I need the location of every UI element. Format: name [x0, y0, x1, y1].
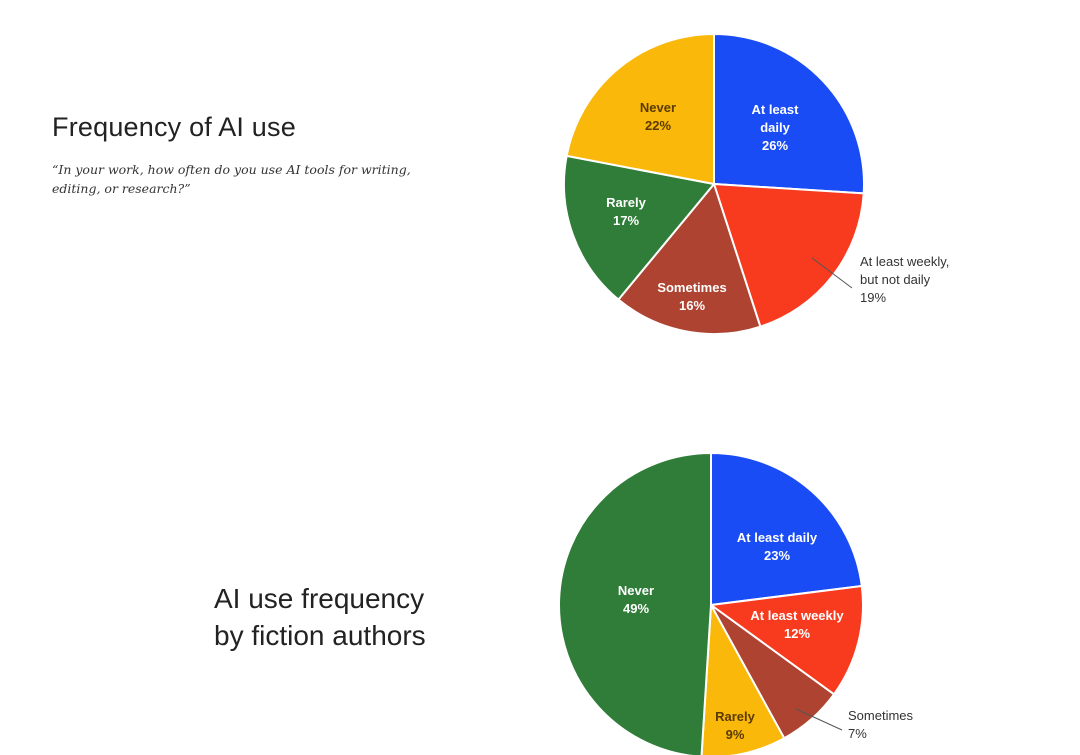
data-label-rarely-line-1: Rarely — [715, 709, 756, 724]
data-label-at-least-daily: At least daily 23% — [737, 530, 818, 563]
data-label-at-least-daily: At least daily 26% — [752, 102, 800, 153]
data-label-sometimes-line-1: Sometimes — [657, 280, 726, 295]
pie-slice-sometimes — [616, 181, 762, 335]
data-label-at-least-weekly-line-1: At least weekly — [750, 608, 844, 623]
data-label-at-least-daily-line-1: At least daily — [737, 530, 818, 545]
chart-2-title-line-1: AI use frequency — [214, 583, 425, 614]
data-label-at-least-daily-line-1: At least — [752, 102, 800, 117]
pie-chart-fiction-authors: At least daily 23% At least weekly 12% Somet… — [558, 451, 914, 755]
data-label-never-line-2: 22% — [645, 118, 671, 133]
pie-slice-rarely — [700, 601, 786, 755]
data-label-at-least-daily-line-2: 23% — [764, 548, 790, 563]
pie-slice-never — [558, 451, 712, 755]
data-label-sometimes-line-1: Sometimes — [848, 708, 914, 723]
data-label-rarely-line-2: 17% — [613, 213, 639, 228]
pie-slice-at-least-daily — [713, 32, 865, 195]
data-label-sometimes-line-2: 16% — [679, 298, 705, 313]
data-label-at-least-weekly-but-not-daily-line-3: 19% — [860, 290, 886, 305]
pie-slice-rarely — [563, 154, 716, 301]
data-label-rarely-line-1: Rarely — [606, 195, 647, 210]
pie-slice-at-least-weekly — [708, 584, 864, 696]
data-label-at-least-weekly-but-not-daily: At least weekly, but not daily 19% — [860, 254, 949, 305]
pie-slice-never — [565, 32, 715, 186]
data-label-rarely: Rarely 17% — [606, 195, 647, 228]
data-label-at-least-weekly-line-2: 12% — [784, 626, 810, 641]
data-label-sometimes: Sometimes 7% — [848, 708, 914, 741]
chart-1-subtitle: “In your work, how often do you use AI t… — [52, 162, 411, 196]
data-label-never-line-2: 49% — [623, 601, 649, 616]
leader-line-sometimes — [795, 708, 843, 731]
data-label-sometimes-line-2: 7% — [848, 726, 867, 741]
leader-line-at-least-weekly-but-not-daily — [811, 257, 853, 289]
data-label-rarely-line-2: 9% — [726, 727, 745, 742]
data-label-at-least-weekly-but-not-daily-line-1: At least weekly, — [860, 254, 949, 269]
data-label-at-least-weekly-but-not-daily-line-2: but not daily — [860, 272, 931, 287]
data-label-rarely: Rarely 9% — [715, 709, 756, 742]
data-label-sometimes: Sometimes 16% — [657, 280, 726, 313]
data-label-never: Never 49% — [618, 583, 654, 616]
data-label-never-line-1: Never — [640, 100, 676, 115]
chart-1-title: Frequency of AI use — [52, 112, 296, 142]
data-label-at-least-daily-line-2: daily — [760, 120, 790, 135]
pie-chart-frequency-of-ai-use: At least daily 26% At least weekly, but not … — [563, 32, 949, 335]
data-label-at-least-weekly: At least weekly 12% — [750, 608, 844, 641]
data-label-never: Never 22% — [640, 100, 676, 133]
pie-slice-at-least-daily — [710, 451, 863, 607]
data-label-never-line-1: Never — [618, 583, 654, 598]
chart-2-title: AI use frequency by fiction authors — [214, 580, 426, 654]
pie-slice-at-least-weekly-but-not-daily — [712, 182, 865, 328]
data-label-at-least-daily-line-3: 26% — [762, 138, 788, 153]
chart-2-title-line-2: by fiction authors — [214, 620, 426, 651]
